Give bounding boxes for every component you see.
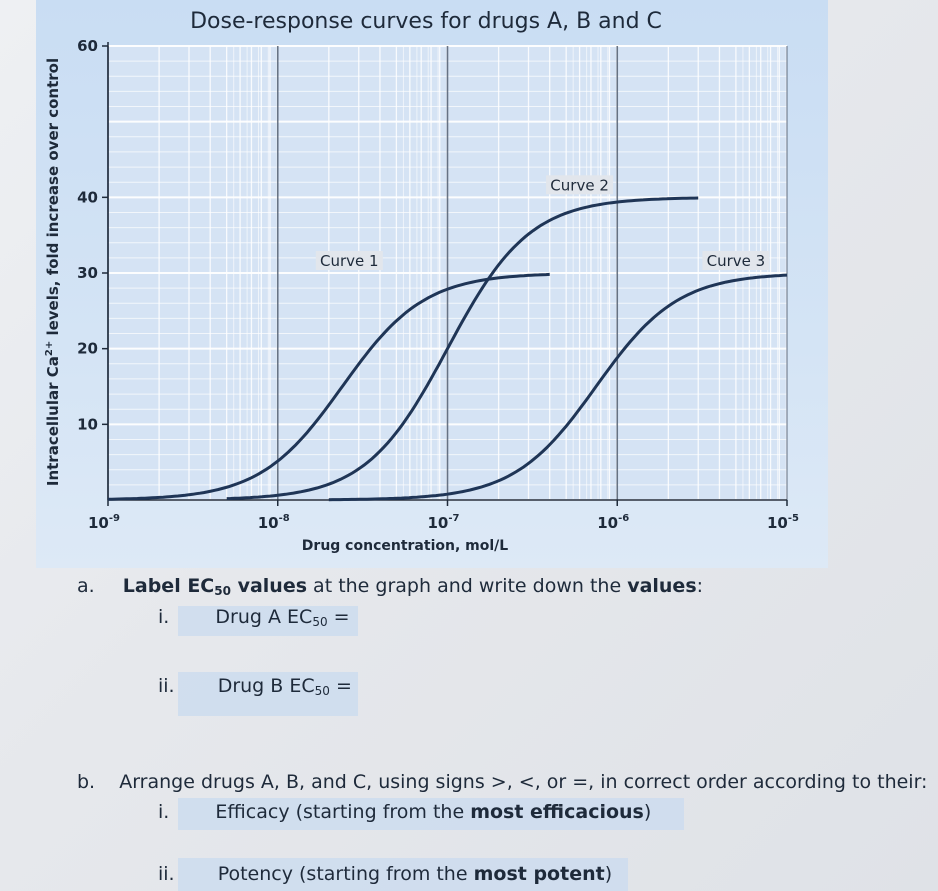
- y-tick-label: 10: [77, 415, 98, 433]
- answer-box-b-i[interactable]: [178, 798, 684, 830]
- curve-2: [226, 196, 699, 501]
- curve-label: Curve 3: [707, 252, 766, 270]
- question-b-ii-close: ): [604, 863, 613, 885]
- x-tick-label: 10-5: [767, 513, 799, 532]
- answer-box-a-ii[interactable]: [178, 672, 358, 716]
- y-tick-label: 60: [77, 37, 98, 55]
- answer-box-a-i[interactable]: [178, 606, 358, 636]
- question-b-i-text: Efficacy (starting from the: [215, 801, 471, 823]
- y-tick-label: 40: [77, 188, 98, 206]
- question-a-ec-sub: 50: [214, 584, 231, 598]
- question-a-values: values: [627, 575, 697, 597]
- y-axis-label: Intracellular Ca2+ levels, fold increase…: [44, 58, 62, 486]
- question-a-i: i. Drug A EC50 =: [158, 606, 350, 629]
- x-tick-label: 10-8: [258, 513, 290, 532]
- question-a-ii-sub: 50: [314, 684, 330, 698]
- question-a-marker: a.: [77, 575, 95, 597]
- question-a-text: at the graph and write down the: [307, 575, 628, 597]
- curve-label-bg: [546, 175, 614, 195]
- question-a-values-word: values: [230, 575, 308, 597]
- curve-3: [328, 273, 788, 502]
- question-a-ii-text: Drug B EC: [217, 675, 315, 697]
- question-a-ii-marker: ii.: [158, 675, 175, 697]
- question-b-i-close: ): [643, 801, 652, 823]
- curves: [107, 196, 788, 502]
- chart-title: Dose-response curves for drugs A, B and …: [190, 9, 662, 34]
- question-b: b. Arrange drugs A, B, and C, using sign…: [77, 771, 927, 793]
- question-a-i-text: Drug A EC: [215, 606, 313, 628]
- question-a-ii-eq: =: [329, 675, 352, 697]
- question-b-marker: b.: [77, 771, 96, 793]
- question-a-ec: Label EC: [122, 575, 215, 597]
- grid: [107, 45, 788, 501]
- question-b-ii: ii. Potency (starting from the most pote…: [158, 863, 612, 885]
- question-a: a. Label EC50 values at the graph and wr…: [77, 575, 703, 598]
- question-a-colon: :: [696, 575, 704, 597]
- curve-label-bg: [702, 251, 770, 270]
- question-a-i-eq: =: [327, 606, 350, 628]
- question-a-ii: ii. Drug B EC50 =: [158, 675, 352, 698]
- figure-panel: 10 20 30 40 60 10-9 10-8 10-7 10-6 10-5 Curve 1 Cu…: [36, 0, 828, 568]
- curve-label-bg: [315, 251, 383, 270]
- x-tick-label: 10-6: [597, 513, 629, 532]
- axes: 10 20 30 40 60 10-9 10-8 10-7 10-6 10-5: [77, 37, 799, 532]
- labels: Curve 1 Curve 2 Curve 3: [315, 175, 770, 270]
- x-tick-label: 10-7: [428, 513, 460, 532]
- curve-1: [107, 272, 550, 501]
- curve-label: Curve 1: [320, 252, 379, 270]
- question-b-i-bold: most efficacious: [470, 801, 644, 823]
- question-b-ii-text: Potency (starting from the: [217, 863, 474, 885]
- y-tick-label: 20: [77, 340, 98, 358]
- question-b-i: i. Efficacy (starting from the most effi…: [158, 801, 651, 823]
- question-a-i-marker: i.: [158, 606, 170, 628]
- question-a-i-sub: 50: [312, 615, 328, 629]
- curve-label: Curve 2: [550, 176, 609, 194]
- question-b-ii-bold: most potent: [473, 863, 605, 885]
- x-tick-label: 10-9: [88, 513, 120, 532]
- answer-box-b-ii[interactable]: [178, 858, 628, 891]
- question-b-ii-marker: ii.: [158, 863, 175, 885]
- x-axis-label: Drug concentration, mol/L: [302, 538, 508, 554]
- y-tick-label: 30: [77, 264, 98, 282]
- question-b-i-marker: i.: [158, 801, 170, 823]
- question-b-text: Arrange drugs A, B, and C, using signs >…: [119, 771, 928, 793]
